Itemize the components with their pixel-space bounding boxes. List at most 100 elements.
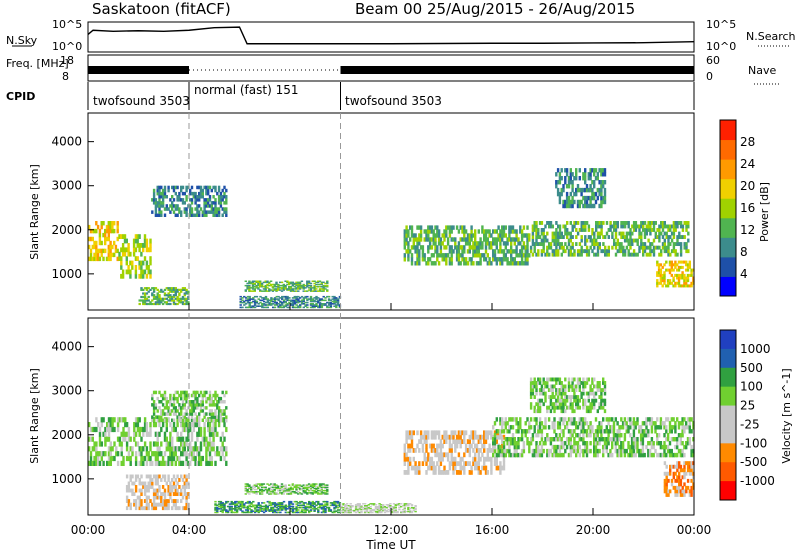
- power-colorbar-tick-4: 16: [740, 201, 755, 215]
- power-cell: [681, 271, 683, 274]
- velocity-cell: [642, 445, 644, 449]
- velocity-cell: [158, 485, 160, 489]
- velocity-cell: [573, 417, 575, 421]
- velocity-cell: [200, 406, 202, 410]
- power-cell: [570, 168, 572, 172]
- power-cell: [669, 235, 671, 239]
- power-cell: [411, 229, 413, 233]
- cpid-strip: CPID twofsound 3503 normal (fast) 151 tw…: [6, 82, 694, 110]
- power-cell: [609, 228, 611, 232]
- velocity-cell: [499, 433, 501, 437]
- power-cell: [685, 261, 687, 264]
- power-cell: [158, 198, 160, 202]
- velocity-cell: [157, 437, 159, 442]
- velocity-cell: [223, 437, 225, 442]
- power-cell: [178, 207, 180, 211]
- power-cell: [427, 233, 429, 237]
- velocity-cell: [263, 502, 265, 504]
- velocity-cell: [330, 509, 332, 511]
- velocity-cell: [515, 449, 517, 453]
- power-cell: [669, 279, 671, 282]
- power-cell: [512, 225, 514, 229]
- power-colorbar-swatch-5: [720, 198, 736, 218]
- velocity-cell: [191, 432, 193, 437]
- power-colorbar-tick-2: 8: [740, 245, 748, 259]
- power-cell: [562, 188, 564, 192]
- velocity-cell: [162, 485, 164, 489]
- velocity-cell: [171, 437, 173, 442]
- velocity-cell: [176, 489, 178, 493]
- power-cell: [664, 221, 666, 225]
- power-cell: [684, 235, 686, 239]
- velocity-cell: [223, 400, 225, 404]
- power-cell: [445, 245, 447, 249]
- velocity-cell: [544, 417, 546, 421]
- velocity-cell: [633, 433, 635, 437]
- power-cell: [138, 234, 140, 239]
- velocity-cell: [627, 429, 629, 433]
- power-cell: [660, 282, 662, 285]
- power-cell: [496, 245, 498, 249]
- power-cell: [674, 284, 676, 287]
- velocity-cell: [99, 432, 101, 437]
- velocity-cell: [180, 492, 182, 496]
- power-cell: [608, 235, 610, 239]
- power-cell: [566, 235, 568, 239]
- power-cell: [521, 249, 523, 253]
- velocity-cell: [559, 425, 561, 429]
- power-cell: [409, 237, 411, 241]
- velocity-cell: [200, 461, 202, 466]
- velocity-cell: [173, 419, 175, 423]
- power-cell: [658, 228, 660, 232]
- velocity-cell: [326, 489, 328, 491]
- velocity-cell: [541, 453, 543, 457]
- velocity-cell: [519, 421, 521, 425]
- velocity-cell: [90, 456, 92, 461]
- power-cell: [663, 277, 665, 280]
- velocity-cell: [196, 437, 198, 442]
- velocity-cell: [160, 441, 162, 446]
- velocity-cell: [209, 451, 211, 456]
- power-cell: [584, 176, 586, 180]
- power-cell: [164, 192, 166, 196]
- velocity-cell: [609, 449, 611, 453]
- power-cell: [532, 232, 534, 236]
- power-cell: [577, 221, 579, 225]
- power-cell: [481, 245, 483, 249]
- velocity-cell: [523, 445, 525, 449]
- power-cell: [259, 281, 261, 283]
- power-cell: [487, 237, 489, 241]
- power-cell: [584, 172, 586, 176]
- velocity-cell: [149, 441, 151, 446]
- power-cell: [135, 270, 137, 275]
- velocity-cell: [149, 432, 151, 437]
- velocity-cell: [474, 430, 476, 435]
- velocity-cell: [153, 409, 155, 413]
- velocity-cell: [447, 457, 449, 462]
- power-cell: [646, 232, 648, 236]
- power-colorbar-swatch-4: [720, 218, 736, 238]
- velocity-cell: [193, 427, 195, 432]
- velocity-cell: [151, 461, 153, 466]
- power-cell: [584, 168, 586, 172]
- power-cell: [629, 235, 631, 239]
- velocity-cell: [182, 400, 184, 404]
- velocity-cell: [169, 422, 171, 427]
- velocity-cell: [469, 448, 471, 453]
- power-cell: [203, 207, 205, 211]
- velocity-cell: [463, 466, 465, 471]
- velocity-cell: [606, 425, 608, 429]
- velocity-cell: [636, 417, 638, 421]
- power-cell: [564, 242, 566, 246]
- velocity-cell: [113, 456, 115, 461]
- velocity-cell: [144, 492, 146, 496]
- power-cell: [633, 249, 635, 253]
- power-cell: [505, 245, 507, 249]
- power-cell: [162, 204, 164, 208]
- velocity-cell: [157, 478, 159, 482]
- power-cell: [240, 304, 242, 306]
- velocity-cell: [176, 482, 178, 486]
- power-cell: [570, 232, 572, 236]
- velocity-cell: [541, 445, 543, 449]
- power-cell: [573, 253, 575, 257]
